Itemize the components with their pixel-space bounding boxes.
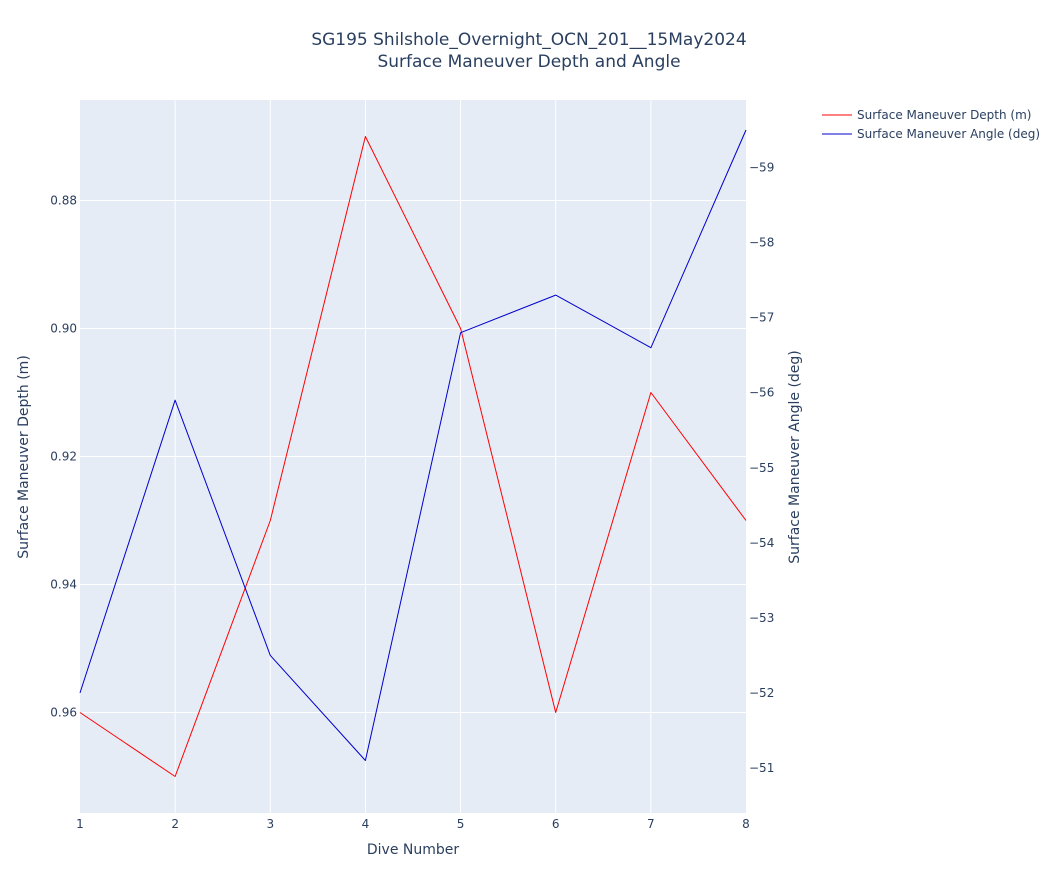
y-right-tick-label: −56 — [749, 386, 774, 400]
legend-label-angle: Surface Maneuver Angle (deg) — [857, 127, 1040, 141]
y-left-tick-label: 0.92 — [50, 450, 77, 464]
y-right-tick-label: −57 — [749, 311, 774, 325]
y-left-tick-label: 0.90 — [50, 321, 77, 335]
legend-item-depth[interactable]: Surface Maneuver Depth (m) — [822, 108, 1031, 122]
y-left-tick-labels: 0.88 0.90 0.92 0.94 0.96 — [50, 193, 77, 719]
y-right-tick-label: −52 — [749, 686, 774, 700]
legend[interactable]: Surface Maneuver Depth (m) Surface Maneu… — [822, 108, 1040, 141]
x-tick-labels: 1 2 3 4 5 6 7 8 — [76, 817, 750, 831]
y-right-tick-label: −55 — [749, 461, 774, 475]
y-right-axis-title: Surface Maneuver Angle (deg) — [787, 350, 803, 564]
y-left-gridlines — [80, 199, 746, 714]
y-left-tick-label: 0.88 — [50, 193, 77, 207]
y-right-tick-label: −59 — [749, 161, 774, 175]
x-tick-label: 4 — [362, 817, 370, 831]
chart-title: SG195 Shilshole_Overnight_OCN_201__15May… — [311, 30, 746, 50]
y-left-tick-label: 0.94 — [50, 578, 77, 592]
x-tick-label: 8 — [742, 817, 750, 831]
x-axis-title: Dive Number — [367, 842, 460, 858]
x-tick-label: 5 — [457, 817, 465, 831]
series-line-angle — [79, 129, 747, 761]
y-right-tick-label: −51 — [749, 761, 774, 775]
x-tick-label: 7 — [647, 817, 655, 831]
y-right-tick-labels: −59 −58 −57 −56 −55 −54 −53 −52 −51 — [749, 161, 774, 775]
chart-subtitle: Surface Maneuver Depth and Angle — [377, 52, 680, 72]
series-line-depth — [79, 136, 747, 777]
legend-label-depth: Surface Maneuver Depth (m) — [857, 108, 1031, 122]
x-tick-label: 3 — [266, 817, 274, 831]
series-lines — [79, 129, 747, 777]
x-tick-label: 1 — [76, 817, 84, 831]
y-left-tick-label: 0.96 — [50, 706, 77, 720]
y-left-axis-title: Surface Maneuver Depth (m) — [16, 355, 32, 559]
legend-item-angle[interactable]: Surface Maneuver Angle (deg) — [822, 127, 1040, 141]
y-right-tick-label: −54 — [749, 536, 774, 550]
y-right-tick-label: −53 — [749, 611, 774, 625]
x-tick-label: 6 — [552, 817, 560, 831]
y-right-tick-label: −58 — [749, 236, 774, 250]
x-tick-label: 2 — [171, 817, 179, 831]
